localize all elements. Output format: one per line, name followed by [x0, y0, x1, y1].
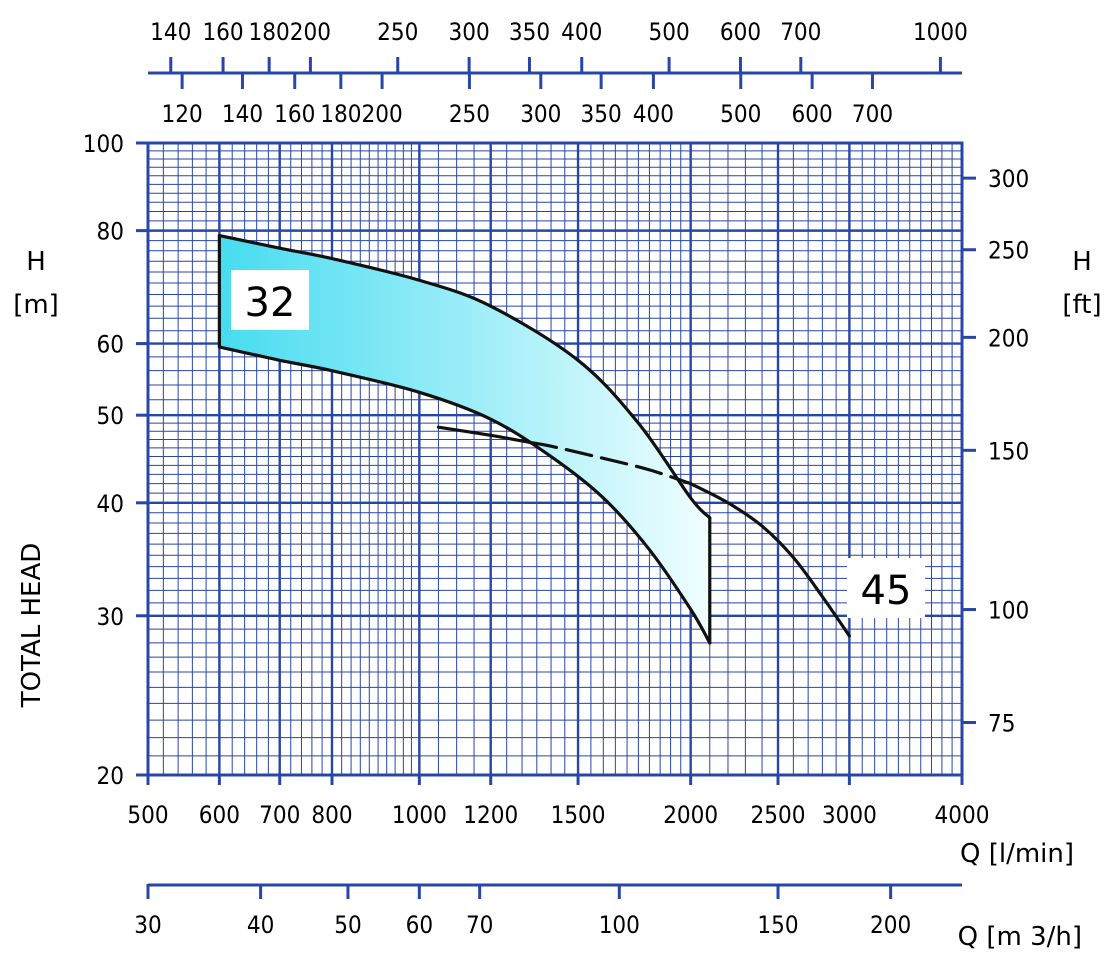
- x-bottom-tick-label: 3000: [822, 801, 877, 829]
- x-bottom-tick-label: 1000: [392, 801, 447, 829]
- top-2-tick-label: 140: [222, 100, 263, 128]
- y-right-tick-label: 100: [988, 597, 1029, 625]
- m3h-tick-label: 40: [247, 911, 274, 939]
- m3h-tick-label: 30: [134, 911, 161, 939]
- top-2-tick-label: 180: [320, 100, 361, 128]
- top-1-tick-label: 1000: [913, 18, 968, 46]
- top-2-tick-label: 500: [720, 100, 761, 128]
- m3h-tick-label: 200: [870, 911, 911, 939]
- x-bottom-axis-label: Q [l/min]: [960, 839, 1074, 869]
- curve-labels: 32 45: [231, 270, 925, 618]
- y-left-axis-unit: [m]: [13, 290, 59, 320]
- curve-32-fill: [219, 235, 710, 643]
- curve-32-upper-line: [217, 233, 712, 520]
- plot-frame: [146, 141, 964, 777]
- top-1-tick-label: 140: [150, 18, 191, 46]
- plot-border: [146, 141, 964, 777]
- y-right-axis-unit: [ft]: [1062, 290, 1101, 320]
- y-right-tick-label: 250: [988, 237, 1029, 265]
- top-1-tick-label: 250: [377, 18, 418, 46]
- axis-texts: 20 30 40 50 60 80 100 H [m] TOTAL HEAD 75 100 150 200…: [13, 18, 1101, 952]
- y-left-tick-label: 50: [97, 402, 124, 430]
- y-left-tick-label: 60: [97, 331, 124, 359]
- y-left-tick-label: 30: [97, 603, 124, 631]
- curve-45-dashed-line: [529, 441, 693, 486]
- top-1-tick-label: 400: [561, 18, 602, 46]
- top-1-tick-label: 600: [720, 18, 761, 46]
- y-left-axis-symbol: H: [26, 247, 46, 277]
- y-left-tick-label: 80: [97, 218, 124, 246]
- curve-32-band: [219, 235, 710, 643]
- top-2-tick-label: 250: [449, 100, 490, 128]
- curves: [217, 233, 851, 645]
- curve-32-label: 32: [245, 280, 296, 326]
- y-right-tick-label: 200: [988, 324, 1029, 352]
- top-2-tick-label: 400: [633, 100, 674, 128]
- curve-45-label-box: [847, 558, 925, 618]
- x-bottom-tick-label: 2500: [751, 801, 806, 829]
- top-1-tick-label: 300: [449, 18, 490, 46]
- y-right-tick-label: 300: [988, 165, 1029, 193]
- y-right-axis-symbol: H: [1072, 247, 1092, 277]
- x-bottom-tick-label: 1500: [551, 801, 606, 829]
- y-axis-side-label: TOTAL HEAD: [17, 543, 47, 709]
- top-2-tick-label: 120: [162, 100, 203, 128]
- y-right-tick-label: 75: [988, 710, 1015, 738]
- top-2-tick-label: 700: [852, 100, 893, 128]
- m3h-tick-label: 60: [406, 911, 433, 939]
- top-1-tick-label: 700: [780, 18, 821, 46]
- y-right-tick-label: 150: [988, 437, 1029, 465]
- top-1-tick-label: 180: [249, 18, 290, 46]
- m3h-axis-label: Q [m 3/h]: [958, 922, 1082, 952]
- y-left-tick-label: 20: [97, 762, 124, 790]
- top-2-tick-label: 350: [581, 100, 622, 128]
- curve-45-line: [436, 425, 533, 445]
- y-left-tick-label: 100: [83, 130, 124, 158]
- y-left-tick-label: 40: [97, 490, 124, 518]
- x-bottom-tick-label: 1200: [463, 801, 518, 829]
- x-bottom-tick-label: 4000: [935, 801, 990, 829]
- top-1-tick-label: 500: [648, 18, 689, 46]
- m3h-tick-label: 100: [599, 911, 640, 939]
- x-bottom-tick-label: 700: [259, 801, 300, 829]
- x-bottom-tick-label: 2000: [663, 801, 718, 829]
- top-2-tick-label: 300: [520, 100, 561, 128]
- top-1-tick-label: 200: [290, 18, 331, 46]
- top-2-tick-label: 200: [361, 100, 402, 128]
- top-1-tick-label: 350: [509, 18, 550, 46]
- axes: [136, 57, 976, 899]
- m3h-tick-label: 70: [466, 911, 493, 939]
- curve-32-label-box: [231, 270, 309, 330]
- top-1-tick-label: 160: [202, 18, 243, 46]
- m3h-tick-label: 150: [757, 911, 798, 939]
- curve-45-label: 45: [861, 568, 912, 614]
- top-2-tick-label: 160: [274, 100, 315, 128]
- x-bottom-tick-label: 800: [311, 801, 352, 829]
- curve-45-line: [689, 482, 851, 638]
- m3h-tick-label: 50: [334, 911, 361, 939]
- x-bottom-tick-label: 600: [199, 801, 240, 829]
- top-2-tick-label: 600: [792, 100, 833, 128]
- x-bottom-tick-label: 500: [127, 801, 168, 829]
- curve-32-lower-line: [217, 345, 712, 645]
